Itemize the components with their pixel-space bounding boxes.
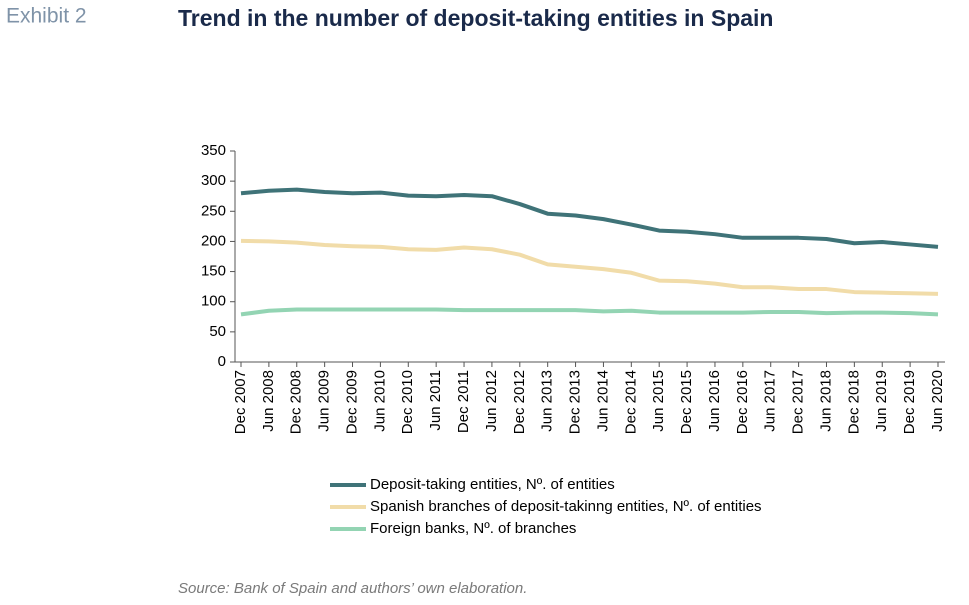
y-tick-label: 150	[201, 263, 226, 280]
legend-label: Deposit-taking entities, Nº. of entities	[370, 476, 615, 493]
y-tick-label: 100	[201, 293, 226, 310]
x-tick-label: Jun 2017	[762, 370, 779, 432]
series-line	[240, 238, 939, 296]
x-tick-label: Dec 2019	[901, 370, 918, 434]
x-tick-label: Jun 2012	[483, 370, 500, 432]
x-tick-label: Dec 2009	[343, 370, 360, 434]
y-tick-label: 0	[218, 353, 226, 370]
x-tick-label: Jun 2014	[594, 370, 611, 432]
y-tick-label: 200	[201, 232, 226, 249]
x-tick-label: Jun 2018	[817, 370, 834, 432]
x-tick-label: Jun 2013	[539, 370, 556, 432]
x-tick-label: Jun 2010	[371, 370, 388, 432]
legend-label: Spanish branches of deposit-takinng enti…	[370, 498, 762, 515]
x-tick-label: Jun 2019	[873, 370, 890, 432]
x-tick-label: Dec 2010	[399, 370, 416, 434]
x-tick-label: Jun 2016	[706, 370, 723, 432]
y-tick-label: 50	[209, 323, 226, 340]
series-line	[240, 187, 939, 249]
y-tick-label: 300	[201, 172, 226, 189]
x-tick-label: Dec 2017	[790, 370, 807, 434]
y-tick-label: 250	[201, 202, 226, 219]
series-line	[240, 307, 939, 317]
x-tick-label: Dec 2015	[678, 370, 695, 434]
source-note: Source: Bank of Spain and authors’ own e…	[178, 580, 527, 597]
x-tick-label: Jun 2015	[650, 370, 667, 432]
x-tick-label: Dec 2008	[288, 370, 305, 434]
x-tick-label: Dec 2018	[845, 370, 862, 434]
x-tick-label: Dec 2007	[232, 370, 249, 434]
x-tick-label: Dec 2011	[455, 370, 472, 433]
y-tick-label: 350	[201, 142, 226, 159]
x-tick-label: Jun 2008	[260, 370, 277, 432]
x-tick-label: Dec 2014	[622, 370, 639, 434]
x-tick-label: Jun 2009	[316, 370, 333, 432]
x-tick-label: Jun 2011	[427, 370, 444, 431]
x-tick-label: Dec 2012	[511, 370, 528, 434]
exhibit-label: Exhibit 2	[6, 5, 87, 28]
x-tick-label: Jun 2020	[929, 370, 946, 432]
chart-title: Trend in the number of deposit-taking en…	[178, 5, 773, 31]
legend-label: Foreign banks, Nº. of branches	[370, 520, 576, 537]
x-tick-label: Dec 2013	[567, 370, 584, 434]
x-tick-label: Dec 2016	[734, 370, 751, 434]
